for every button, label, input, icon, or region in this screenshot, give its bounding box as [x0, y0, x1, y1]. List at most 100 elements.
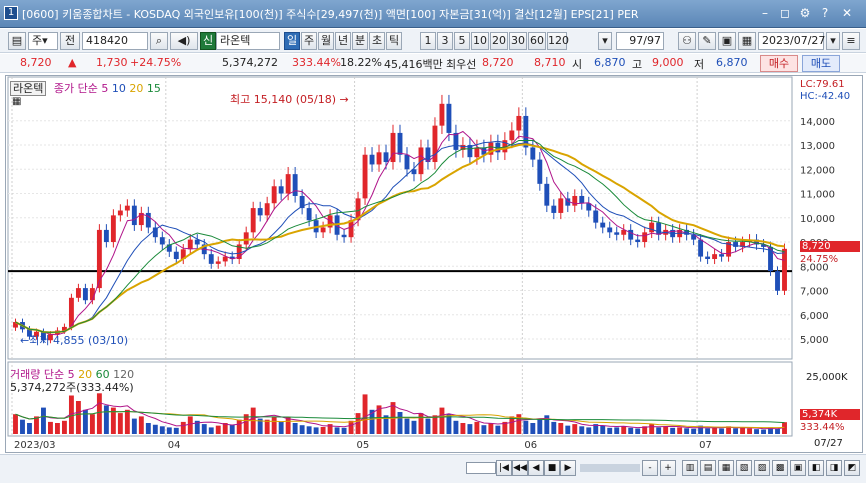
chart-grid-icon[interactable]: ▦ — [12, 96, 22, 107]
volume-bar — [460, 423, 466, 434]
rewind-icon[interactable]: ◀◀ — [512, 460, 528, 476]
interval-button-20[interactable]: 20 — [490, 32, 508, 50]
period-button-1[interactable]: 주 — [301, 32, 317, 50]
volume-bar — [684, 428, 690, 434]
speaker-icon[interactable]: ◀) — [170, 32, 198, 50]
buy-button[interactable]: 매수 — [760, 55, 798, 72]
close-icon[interactable]: ✕ — [841, 6, 853, 20]
volume-bar — [698, 425, 704, 434]
period-button-4[interactable]: 분 — [352, 32, 368, 50]
candle-body — [124, 205, 130, 211]
volume-bar — [320, 426, 326, 434]
candle-body — [96, 229, 102, 289]
month-label: 07 — [699, 440, 712, 451]
chart-panel[interactable]: 5,0006,0007,0008,0009,00010,00011,00012,… — [5, 75, 863, 453]
help-icon[interactable]: ? — [821, 6, 829, 20]
candle-body — [411, 169, 417, 175]
prev-icon[interactable]: ◀ — [528, 460, 544, 476]
candle-body — [558, 198, 564, 213]
lock-icon[interactable]: ▤ — [8, 32, 26, 50]
interval-button-3[interactable]: 3 — [437, 32, 453, 50]
period-button-3[interactable]: 년 — [335, 32, 351, 50]
sell-button[interactable]: 매도 — [802, 55, 840, 72]
volume-current-value: 5,374,272주(333.44%) — [10, 381, 134, 394]
layout-icon-10[interactable]: ◩ — [844, 460, 860, 476]
interval-button-60[interactable]: 60 — [528, 32, 546, 50]
settings-icon[interactable]: ⚙ — [799, 6, 811, 20]
volume-ma-line — [15, 410, 785, 424]
first-page-icon[interactable]: |◀ — [496, 460, 512, 476]
min-arrow-icon: ← — [20, 334, 30, 347]
dropdown-icon[interactable]: ▾ — [598, 32, 612, 50]
count-field[interactable]: 97/97 — [616, 32, 664, 50]
volume-bar — [201, 424, 207, 434]
candle-body — [215, 261, 221, 264]
candle-body — [635, 239, 641, 243]
last-date-label: 07/27 — [814, 438, 843, 449]
price-tick-label: 13,000 — [800, 141, 835, 152]
open-label: 시 — [572, 58, 583, 71]
minimize-icon[interactable]: – — [762, 6, 768, 20]
zoom-out-icon[interactable]: - — [642, 460, 658, 476]
volume-bar — [334, 427, 340, 434]
candle-body — [369, 154, 375, 165]
scroll-thumb[interactable] — [580, 464, 640, 472]
stock-code-input[interactable]: 418420 — [82, 32, 148, 50]
navigation-bar: |◀ ◀◀ ◀ ■ ▶ - + ▥ ▤ ▦ ▧ ▨ ▩ ▣ ◧ ◨ ◩ — [0, 454, 866, 483]
zoom-in-icon[interactable]: + — [660, 460, 676, 476]
interval-button-120[interactable]: 120 — [547, 32, 569, 50]
date-field[interactable]: 2023/07/27 — [758, 32, 825, 50]
interval-button-5[interactable]: 5 — [454, 32, 470, 50]
period-button-5[interactable]: 초 — [369, 32, 385, 50]
layout-icon-1[interactable]: ▥ — [682, 460, 698, 476]
restore-icon[interactable]: ◻ — [780, 6, 790, 20]
volume-bar — [516, 414, 522, 434]
layout-icon-6[interactable]: ▩ — [772, 460, 788, 476]
play-icon[interactable]: ▶ — [560, 460, 576, 476]
volume-bar — [439, 407, 445, 434]
volume-bar — [593, 424, 599, 434]
stop-icon[interactable]: ■ — [544, 460, 560, 476]
period-button-2[interactable]: 월 — [318, 32, 334, 50]
volume-bar — [208, 427, 214, 434]
menu-icon[interactable]: ≡ — [842, 32, 860, 50]
interval-button-10[interactable]: 10 — [471, 32, 489, 50]
binoculars-icon[interactable]: ⚇ — [678, 32, 696, 50]
interval-button-30[interactable]: 30 — [509, 32, 527, 50]
candle-body — [432, 125, 438, 163]
layout-icon-3[interactable]: ▦ — [718, 460, 734, 476]
month-label: 05 — [357, 440, 370, 451]
market-select[interactable]: 주▾ — [28, 32, 58, 50]
volume-ma-5: 5 — [67, 368, 75, 381]
draw-tool-icon[interactable]: ✎ — [698, 32, 716, 50]
layout-icon-4[interactable]: ▧ — [736, 460, 752, 476]
scroll-track[interactable] — [466, 462, 496, 474]
date-dropdown-icon[interactable]: ▾ — [826, 32, 840, 50]
search-icon[interactable]: ⌕ — [150, 32, 168, 50]
volume-bar — [131, 418, 137, 434]
candle-body — [110, 215, 116, 243]
layout-icon-7[interactable]: ▣ — [790, 460, 806, 476]
price-volume-chart[interactable]: 5,0006,0007,0008,0009,00010,00011,00012,… — [6, 76, 862, 452]
volume-panel-border — [7, 361, 793, 437]
best-ask: 8,720 — [482, 56, 514, 69]
period-select[interactable]: 전 — [60, 32, 80, 50]
layout-icon-2[interactable]: ▤ — [700, 460, 716, 476]
save-icon[interactable]: ▣ — [718, 32, 736, 50]
candle-body — [607, 227, 613, 233]
interval-button-1[interactable]: 1 — [420, 32, 436, 50]
candle-body — [761, 244, 766, 247]
volume-bar — [649, 424, 655, 434]
candle-body — [131, 205, 137, 226]
price-tick-label: 5,000 — [800, 335, 829, 346]
volume-bar — [355, 413, 361, 434]
period-button-6[interactable]: 틱 — [386, 32, 402, 50]
layout-icon-8[interactable]: ◧ — [808, 460, 824, 476]
layout-icon-9[interactable]: ◨ — [826, 460, 842, 476]
volume-bar — [418, 413, 424, 434]
stock-name-field[interactable]: 라온텍 — [216, 32, 280, 50]
volume-bar — [285, 417, 291, 434]
period-button-0[interactable]: 일 — [284, 32, 300, 50]
layout-icon-5[interactable]: ▨ — [754, 460, 770, 476]
calendar-icon[interactable]: ▦ — [738, 32, 756, 50]
